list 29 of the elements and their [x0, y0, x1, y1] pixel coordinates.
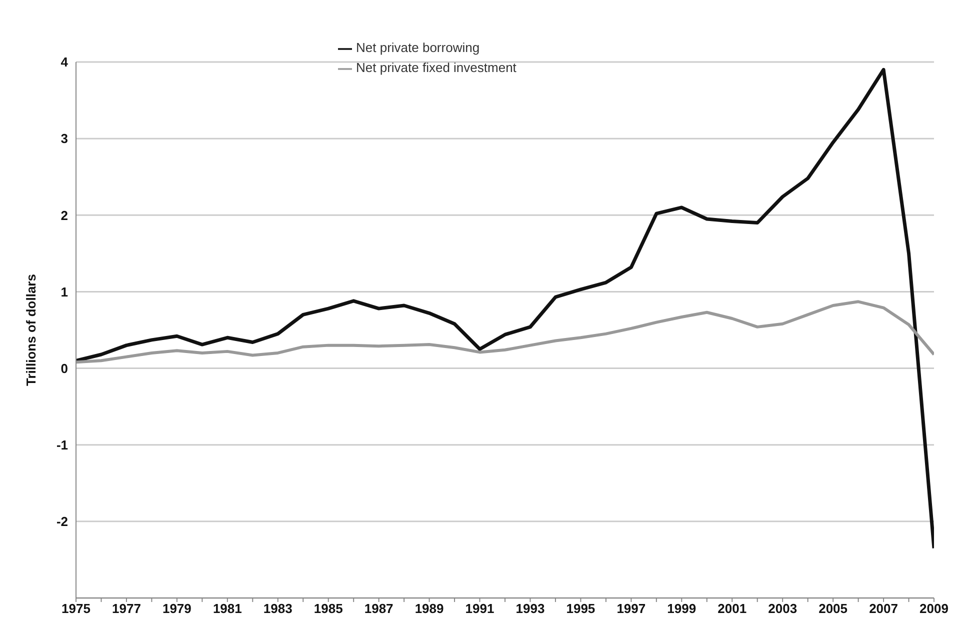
y-tick-label: 0: [60, 360, 68, 376]
x-tick-label: 1977: [112, 601, 141, 616]
x-tick-label: 2003: [768, 601, 798, 616]
y-tick-label: 2: [60, 208, 68, 223]
line-series: [76, 300, 934, 364]
y-tick-label: 3: [60, 131, 68, 146]
x-tick-label: 1975: [62, 601, 90, 616]
legend-label: Net private borrowing: [356, 40, 480, 55]
x-tick-label: 2007: [869, 601, 898, 616]
x-tick-label: 1995: [566, 601, 596, 616]
x-tick-label: 2005: [818, 601, 848, 616]
x-tick-label: 1987: [364, 601, 394, 616]
x-tick-label: 1985: [314, 601, 343, 616]
x-tick-label: 1997: [616, 601, 646, 616]
x-tick-label: 1989: [414, 601, 444, 616]
x-tick-label: 1981: [212, 601, 242, 616]
y-tick-label: -2: [56, 514, 68, 530]
x-tick-label: 1999: [667, 601, 696, 616]
legend-label: Net private fixed investment: [356, 60, 516, 75]
x-tick-label: 1983: [263, 601, 292, 616]
x-tick-label: 1993: [516, 601, 545, 616]
x-tick-label: 1979: [162, 601, 192, 616]
x-tick-label: 2001: [718, 601, 747, 616]
y-tick-label: 4: [60, 54, 69, 70]
x-tick-label: 2009: [920, 601, 948, 616]
x-tick-label: 1991: [465, 601, 494, 616]
y-tick-label: -1: [56, 437, 68, 452]
y-axis-title: Trillions of dollars: [24, 274, 39, 386]
y-tick-label: 1: [60, 284, 68, 300]
